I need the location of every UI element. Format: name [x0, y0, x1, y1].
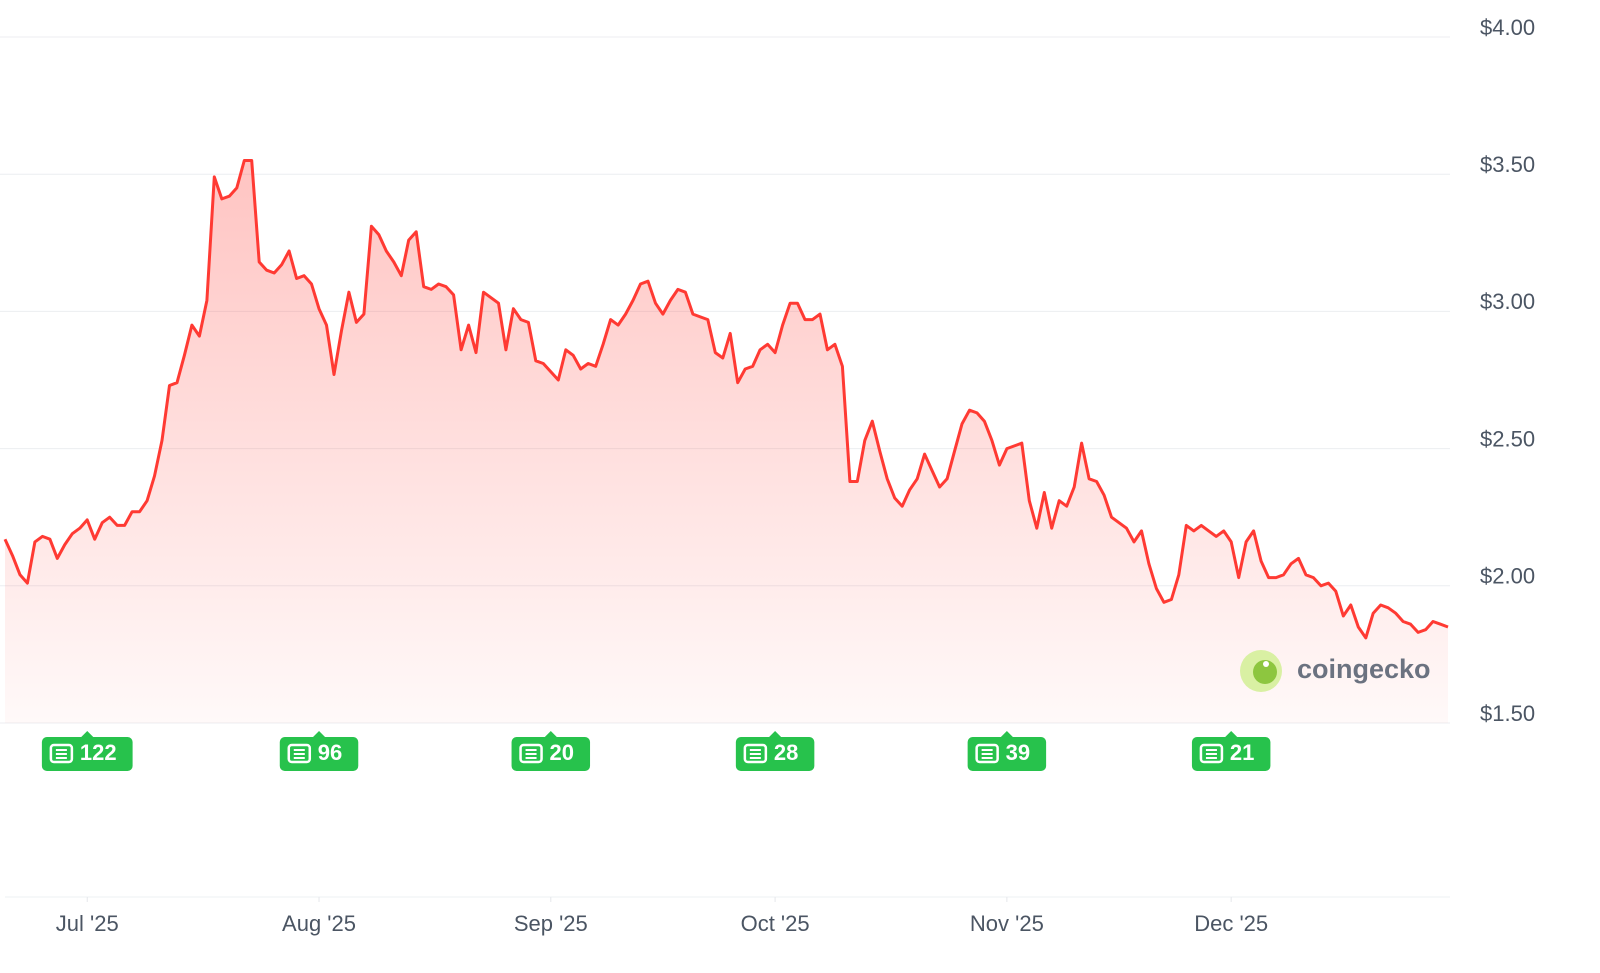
- x-tick-label: Aug '25: [282, 911, 356, 936]
- y-tick-label: $3.50: [1480, 152, 1535, 177]
- news-count: 21: [1230, 740, 1254, 765]
- y-tick-label: $3.00: [1480, 289, 1535, 314]
- x-tick-label: Oct '25: [741, 911, 810, 936]
- news-badge: 20: [511, 731, 591, 771]
- news-icon: [49, 743, 74, 764]
- news-badge-pointer: [81, 731, 94, 737]
- area: [5, 160, 1448, 723]
- news-count: 122: [80, 740, 117, 765]
- news-icon: [519, 743, 543, 764]
- news-badge-pointer: [313, 731, 326, 737]
- x-tick-label: Sep '25: [514, 911, 588, 936]
- news-badge: 39: [967, 731, 1047, 771]
- watermark-logo-inner: [1253, 660, 1277, 684]
- y-tick-label: $4.00: [1480, 15, 1535, 40]
- y-tick-label: $2.50: [1480, 426, 1535, 451]
- news-badge-pointer: [1225, 731, 1238, 737]
- y-tick-label: $1.50: [1480, 701, 1535, 726]
- news-icon: [287, 743, 312, 764]
- x-tick-label: Dec '25: [1194, 911, 1268, 936]
- news-badge: 122: [41, 731, 133, 771]
- news-icon: [743, 743, 768, 764]
- news-badge: 28: [735, 731, 815, 771]
- y-tick-label: $2.00: [1480, 564, 1535, 589]
- news-badge-pointer: [544, 731, 557, 737]
- news-icon: [1199, 743, 1224, 764]
- news-count: 39: [1006, 740, 1030, 765]
- watermark-logo-eye: [1263, 661, 1269, 667]
- news-badge: 21: [1191, 731, 1271, 771]
- news-count: 96: [318, 740, 342, 765]
- news-badge-pointer: [769, 731, 782, 737]
- watermark: coingecko: [1240, 650, 1431, 692]
- news-count: 28: [774, 740, 798, 765]
- watermark-text: coingecko: [1297, 654, 1431, 684]
- news-count: 20: [550, 740, 574, 765]
- news-badge: 96: [279, 731, 359, 771]
- x-tick-label: Nov '25: [970, 911, 1044, 936]
- news-badge-pointer: [1000, 731, 1013, 737]
- news-icon: [975, 743, 999, 764]
- x-tick-label: Jul '25: [56, 911, 119, 936]
- price-line: [3, 159, 1449, 640]
